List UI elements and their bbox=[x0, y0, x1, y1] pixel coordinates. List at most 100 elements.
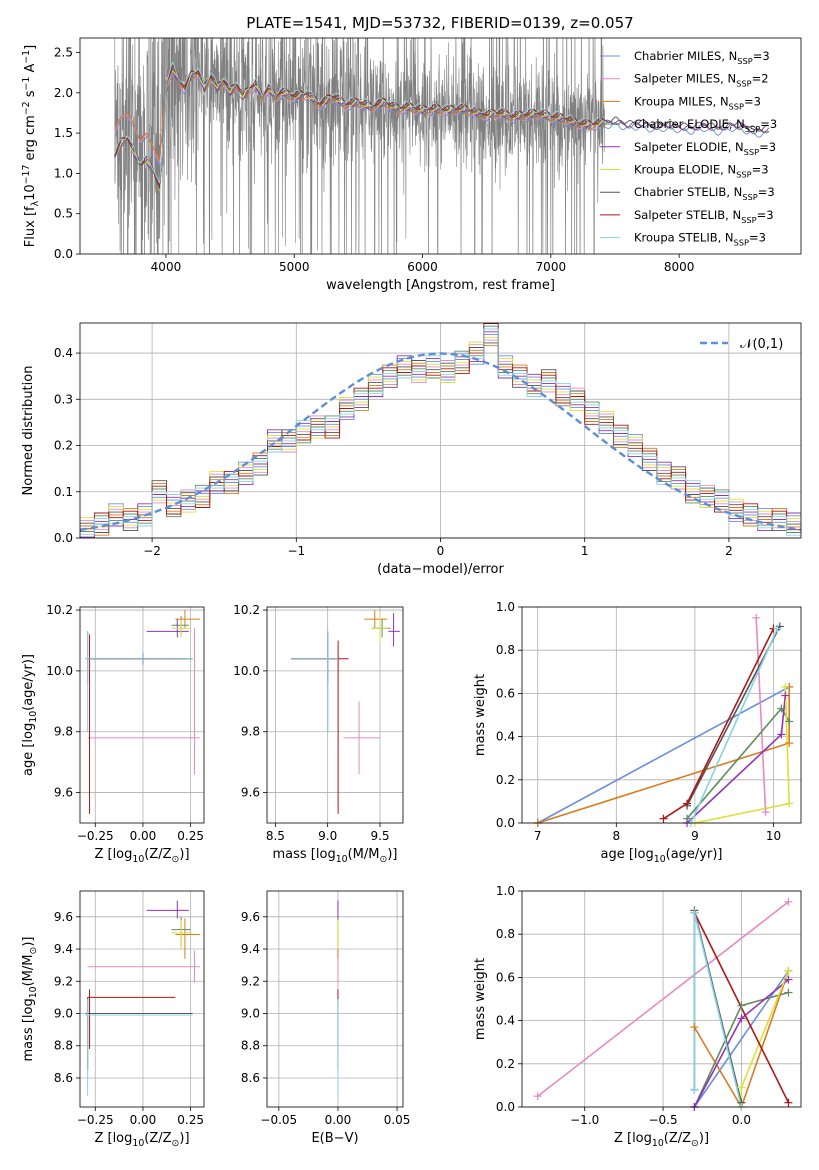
y-tick-label: 8.8 bbox=[54, 1039, 73, 1053]
y-tick-label: 0.8 bbox=[496, 643, 515, 657]
panel-age-vs-Z: −0.25 0.00 0.25 9.6 9.8 10.0 10.2 Z [log10(Z/Z⊙… bbox=[21, 603, 205, 865]
x-axis-label: wavelength [Angstrom, rest frame] bbox=[326, 278, 555, 293]
y-axis-label: mass weight bbox=[473, 958, 488, 1040]
y-axis-label: age [log10(age/yr)] bbox=[21, 654, 39, 776]
y-tick-label: 0.6 bbox=[496, 686, 515, 700]
axes-frame bbox=[266, 890, 404, 1108]
y-tick-label: 1.0 bbox=[54, 166, 73, 180]
x-tick-label: 0.25 bbox=[177, 829, 204, 843]
y-tick-label: 2.5 bbox=[54, 46, 73, 60]
x-tick-label: 0.05 bbox=[384, 1113, 411, 1127]
x-axis-label: Z [log10(Z/Z⊙)] bbox=[94, 847, 189, 865]
x-axis-label: mass [log10(M/M⊙)] bbox=[273, 847, 398, 865]
x-tick-label: 8 bbox=[612, 829, 620, 843]
y-axis-label: Normed distribution bbox=[21, 366, 36, 496]
x-tick-label: 9.0 bbox=[318, 829, 337, 843]
y-tick-label: 9.4 bbox=[241, 942, 260, 956]
panel-mass-vs-Z: −0.25 0.00 0.25 8.6 8.8 9.0 9.2 9.4 9.6 Z [log10(… bbox=[21, 890, 205, 1149]
panel-spectrum: 4000 5000 6000 7000 8000 0.0 0.5 1.0 1.5 2.0 2.5 wa… bbox=[21, 37, 802, 293]
mass-weight-line bbox=[693, 970, 790, 1107]
axes-frame bbox=[79, 322, 802, 539]
legend-entry: Salpeter ELODIE, NSSP=3 bbox=[634, 140, 776, 157]
y-tick-label: 10.0 bbox=[46, 664, 73, 678]
x-tick-label: 0.00 bbox=[130, 1113, 157, 1127]
x-tick-label: −0.5 bbox=[648, 1113, 677, 1127]
y-tick-label: 9.8 bbox=[241, 725, 260, 739]
x-tick-label: −0.25 bbox=[77, 1113, 114, 1127]
mass-weight-line bbox=[693, 970, 790, 1107]
y-tick-label: 0.6 bbox=[496, 970, 515, 984]
residual-histogram-step bbox=[80, 331, 801, 538]
axes-frame bbox=[79, 606, 205, 824]
y-tick-label: 9.8 bbox=[54, 725, 73, 739]
legend-entry: Kroupa STELIB, NSSP=3 bbox=[634, 231, 766, 248]
model-spectrum-line bbox=[114, 69, 605, 192]
x-tick-label: 8000 bbox=[664, 260, 695, 274]
x-tick-label: −1 bbox=[287, 544, 305, 558]
x-tick-label: 9.5 bbox=[370, 829, 389, 843]
x-axis-label: age [log10(age/yr)] bbox=[601, 847, 723, 865]
residual-histogram-step bbox=[80, 328, 801, 536]
panel-residual-histogram: −2 −1 0 1 2 0.0 0.1 0.2 0.3 0.4 (data−model)/error… bbox=[21, 322, 802, 577]
y-tick-label: 0.0 bbox=[496, 816, 515, 830]
x-tick-label: 8.5 bbox=[266, 829, 285, 843]
x-tick-label: 1 bbox=[581, 544, 589, 558]
y-tick-label: 0.2 bbox=[496, 773, 515, 787]
legend-entry: Kroupa ELODIE, NSSP=3 bbox=[634, 163, 769, 180]
axes-frame bbox=[521, 606, 802, 824]
plot-area bbox=[291, 610, 400, 814]
y-axis-label: mass weight bbox=[473, 674, 488, 756]
y-tick-label: 0.8 bbox=[496, 927, 515, 941]
axes-frame bbox=[266, 606, 404, 824]
x-tick-label: 0.0 bbox=[732, 1113, 751, 1127]
y-tick-label: 0.3 bbox=[54, 392, 73, 406]
y-tick-label: 10.2 bbox=[46, 603, 73, 617]
x-tick-label: −0.25 bbox=[77, 829, 114, 843]
plot-area bbox=[85, 610, 201, 814]
y-tick-label: 9.0 bbox=[241, 1007, 260, 1021]
x-axis-label: Z [log10(Z/Z⊙)] bbox=[614, 1131, 709, 1149]
y-tick-label: 0.1 bbox=[54, 485, 73, 499]
legend-entry: Salpeter STELIB, NSSP=3 bbox=[634, 208, 774, 225]
panel-mass-weight-vs-Z: −1.0 −0.5 0.0 0.0 0.2 0.4 0.6 0.8 1.0 Z [log10(Z/… bbox=[473, 884, 802, 1149]
legend-entry: Chabrier STELIB, NSSP=3 bbox=[634, 185, 775, 202]
legend-entry: 𝒩(0,1) bbox=[740, 337, 783, 352]
y-tick-label: 1.0 bbox=[496, 884, 515, 898]
x-tick-label: 10 bbox=[766, 829, 781, 843]
y-tick-label: 10.0 bbox=[233, 664, 260, 678]
legend-entry: Chabrier ELODIE, NSSP=3 bbox=[634, 117, 777, 134]
residual-histogram-step bbox=[80, 325, 801, 533]
mass-weight-line bbox=[755, 617, 767, 813]
y-tick-label: 8.6 bbox=[241, 1071, 260, 1085]
y-tick-label: 9.4 bbox=[54, 942, 73, 956]
y-tick-label: 9.2 bbox=[54, 974, 73, 988]
x-tick-label: 9 bbox=[691, 829, 699, 843]
y-tick-label: 0.4 bbox=[54, 346, 73, 360]
x-tick-label: −1.0 bbox=[570, 1113, 599, 1127]
y-tick-label: 9.6 bbox=[241, 786, 260, 800]
x-tick-label: 0.25 bbox=[177, 1113, 204, 1127]
x-tick-label: 5000 bbox=[279, 260, 310, 274]
axes-frame bbox=[79, 890, 205, 1108]
x-tick-label: 6000 bbox=[407, 260, 438, 274]
x-axis-label: (data−model)/error bbox=[377, 562, 504, 577]
y-tick-label: 1.0 bbox=[496, 600, 515, 614]
x-tick-label: 7 bbox=[534, 829, 542, 843]
plot-area bbox=[537, 901, 790, 1107]
x-tick-label: 2 bbox=[725, 544, 733, 558]
axes-frame bbox=[79, 37, 802, 255]
axes-frame bbox=[521, 890, 802, 1108]
y-tick-label: 1.5 bbox=[54, 126, 73, 140]
y-axis-label: Flux [fλ10−17 erg cm−2 s−1 A−1] bbox=[21, 45, 41, 247]
x-tick-label: −0.05 bbox=[260, 1113, 297, 1127]
y-tick-label: 9.6 bbox=[54, 910, 73, 924]
y-tick-label: 9.6 bbox=[241, 910, 260, 924]
y-tick-label: 0.0 bbox=[54, 247, 73, 261]
y-tick-label: 0.0 bbox=[496, 1100, 515, 1114]
model-spectrum-line bbox=[114, 61, 605, 184]
y-tick-label: 9.2 bbox=[241, 974, 260, 988]
x-axis-label: Z [log10(Z/Z⊙)] bbox=[94, 1131, 189, 1149]
plot-area bbox=[85, 900, 201, 1096]
plot-area bbox=[114, 38, 770, 254]
mass-weight-line bbox=[690, 628, 779, 823]
